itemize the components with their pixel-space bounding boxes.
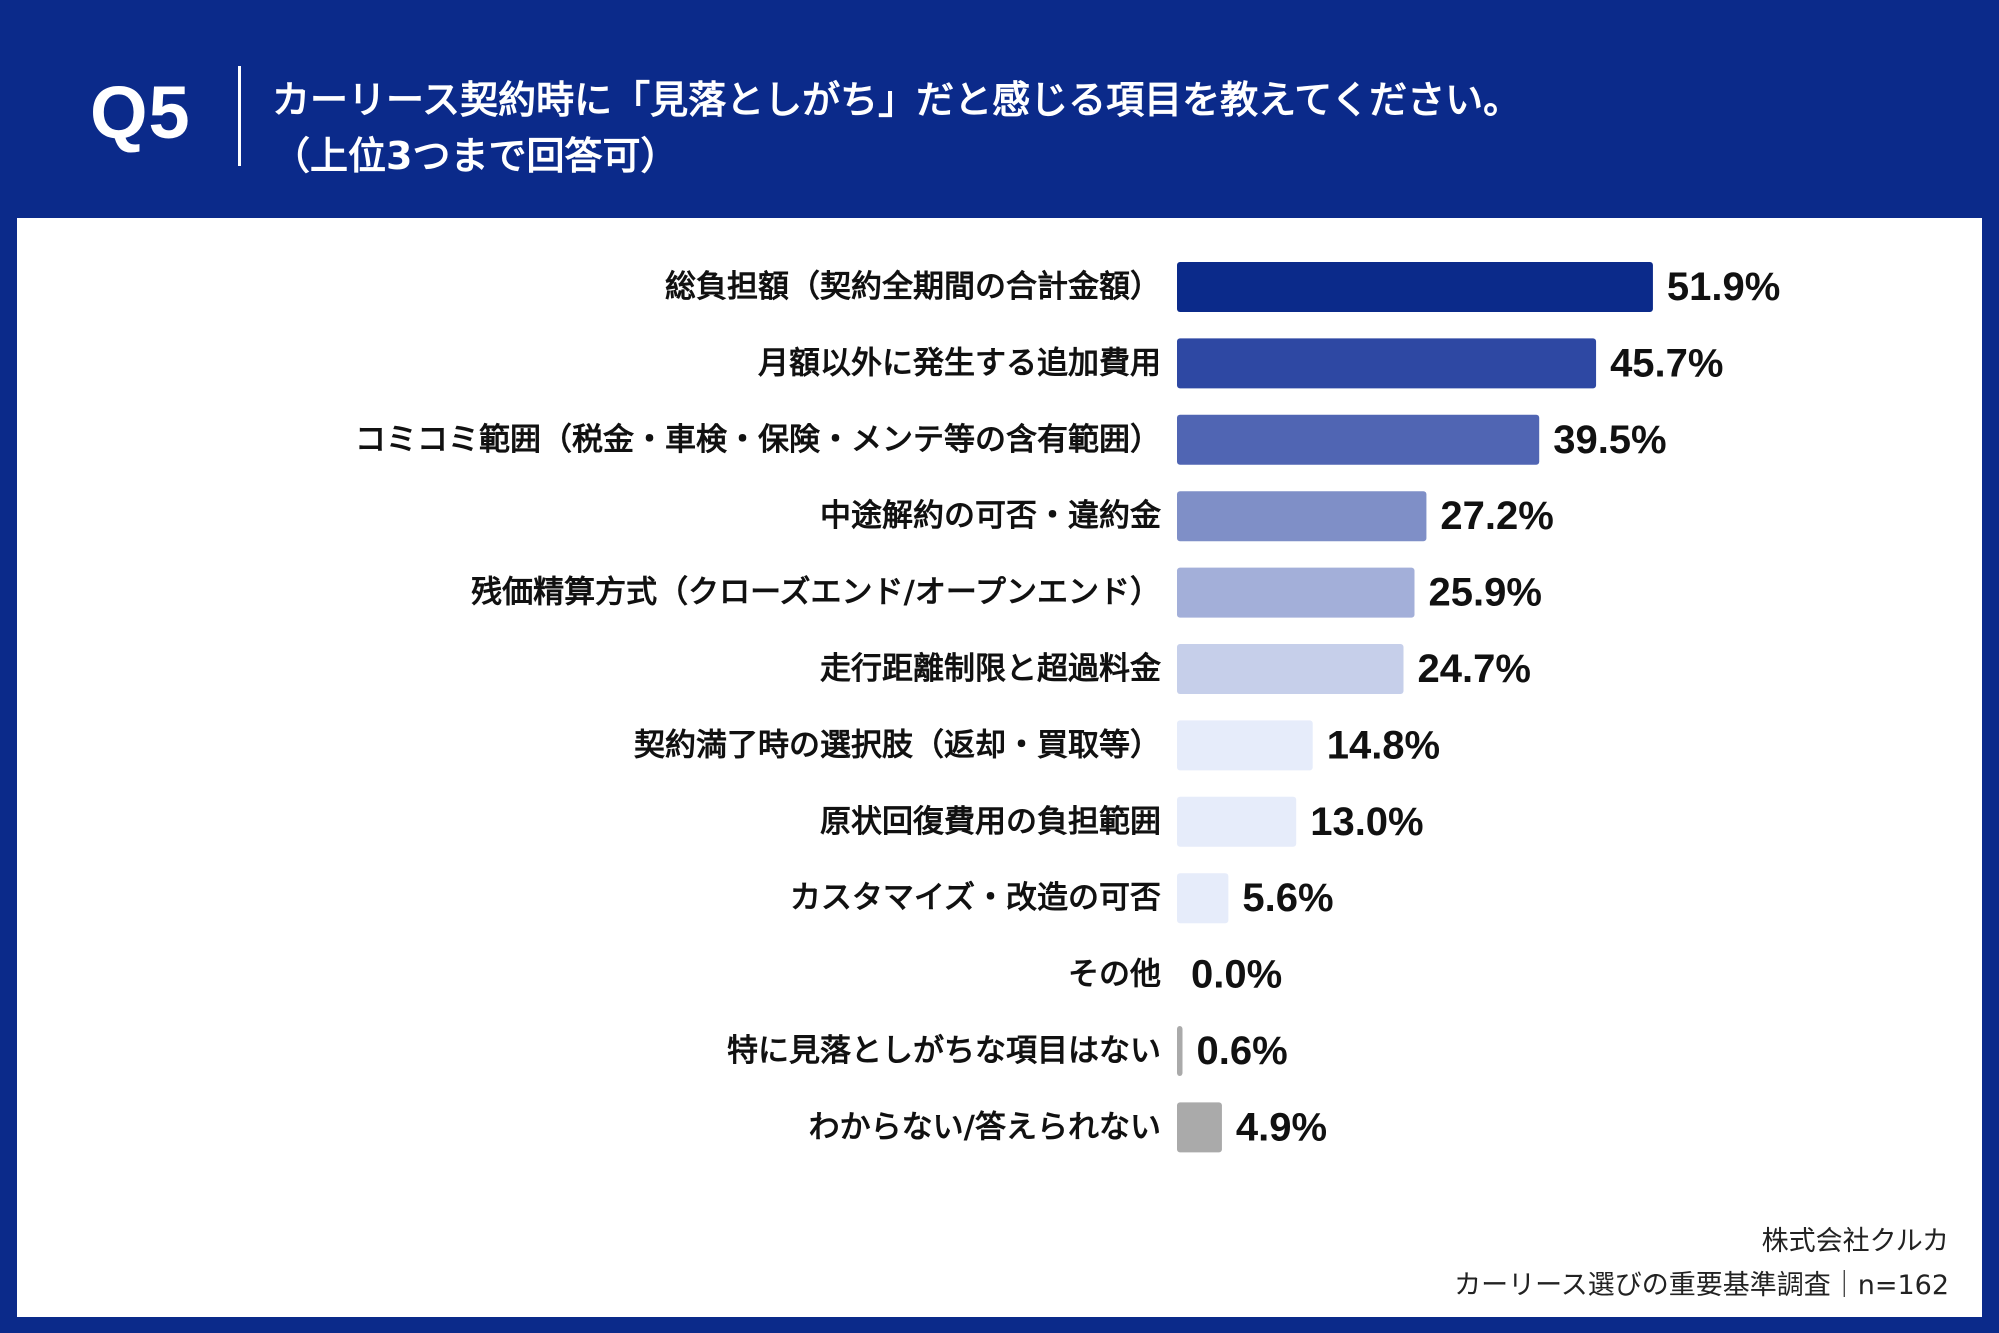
category-label: コミコミ範囲（税金・車検・保険・メンテ等の含有範囲） bbox=[355, 422, 1161, 458]
value-label: 14.8% bbox=[1327, 723, 1440, 767]
category-label: 残価精算方式（クローズエンド/オープンエンド） bbox=[471, 575, 1161, 611]
bar bbox=[1177, 796, 1297, 847]
bar bbox=[1177, 1102, 1222, 1153]
category-label: 走行距離制限と超過料金 bbox=[820, 651, 1162, 687]
footer: 株式会社クルカ カーリース選びの重要基準調査｜n=162 bbox=[1454, 1220, 1949, 1308]
category-label: カスタマイズ・改造の可否 bbox=[790, 880, 1161, 916]
category-label: わからない/答えられない bbox=[809, 1109, 1161, 1145]
value-label: 4.9% bbox=[1236, 1105, 1327, 1149]
value-label: 45.7% bbox=[1610, 341, 1723, 385]
category-label: 月額以外に発生する追加費用 bbox=[758, 345, 1161, 381]
question-title: カーリース契約時に「見落としがち」だと感じる項目を教えてください。 （上位3つま… bbox=[272, 72, 1521, 184]
category-label: 原状回復費用の負担範囲 bbox=[820, 804, 1161, 840]
value-label: 0.0% bbox=[1191, 953, 1282, 997]
question-title-line1: カーリース契約時に「見落としがち」だと感じる項目を教えてください。 bbox=[272, 78, 1522, 122]
bar-chart: 総負担額（契約全期間の合計金額） 51.9% 月額以外に発生する追加費用 45.7% コ… bbox=[355, 262, 1780, 1153]
category-label: 中途解約の可否・違約金 bbox=[820, 498, 1162, 534]
header-banner: Q5 カーリース契約時に「見落としがち」だと感じる項目を教えてください。 （上位… bbox=[0, 0, 1999, 218]
bar bbox=[1177, 414, 1540, 465]
category-label: その他 bbox=[1068, 957, 1161, 993]
footer-company: 株式会社クルカ bbox=[1761, 1226, 1949, 1257]
value-label: 39.5% bbox=[1553, 418, 1666, 462]
question-number: Q5 bbox=[90, 71, 191, 154]
value-label: 24.7% bbox=[1417, 647, 1530, 691]
value-label: 13.0% bbox=[1310, 800, 1423, 844]
bar bbox=[1177, 338, 1597, 389]
value-label: 5.6% bbox=[1242, 876, 1333, 920]
category-label: 特に見落としがちな項目はない bbox=[727, 1033, 1161, 1069]
value-label: 0.6% bbox=[1197, 1029, 1288, 1073]
bar bbox=[1177, 567, 1415, 618]
category-label: 契約満了時の選択肢（返却・買取等） bbox=[634, 727, 1161, 763]
value-label: 51.9% bbox=[1667, 265, 1780, 309]
bar bbox=[1177, 262, 1653, 312]
bar bbox=[1177, 1026, 1183, 1076]
bar bbox=[1177, 873, 1229, 924]
chart-panel: 総負担額（契約全期間の合計金額） 51.9% 月額以外に発生する追加費用 45.7% コ… bbox=[17, 218, 1982, 1317]
bar bbox=[1177, 720, 1313, 771]
category-label: 総負担額（契約全期間の合計金額） bbox=[665, 269, 1161, 305]
footer-survey: カーリース選びの重要基準調査｜n=162 bbox=[1454, 1270, 1949, 1301]
bar bbox=[1177, 644, 1404, 694]
value-label: 27.2% bbox=[1440, 494, 1553, 538]
value-label: 25.9% bbox=[1429, 571, 1542, 615]
bar bbox=[1177, 491, 1427, 542]
header-divider bbox=[238, 66, 241, 166]
question-title-line2: （上位3つまで回答可） bbox=[272, 134, 679, 178]
